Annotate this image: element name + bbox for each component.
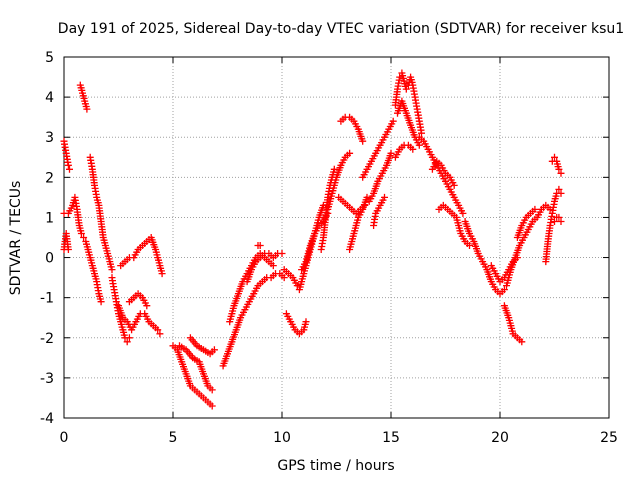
- data-point: [555, 185, 563, 193]
- data-point: [557, 169, 565, 177]
- data-point: [77, 230, 85, 237]
- data-points: [60, 69, 565, 410]
- data-point: [280, 274, 288, 282]
- x-tick-label: 0: [60, 430, 69, 446]
- x-tick-label: 5: [169, 430, 178, 446]
- data-point: [555, 165, 563, 173]
- data-point: [158, 270, 166, 278]
- data-point: [466, 242, 473, 249]
- data-point: [302, 318, 310, 326]
- data-point: [363, 193, 371, 201]
- data-point: [551, 153, 558, 161]
- y-tick-label: 0: [45, 251, 54, 267]
- x-tick-labels: 0 5 10 15 20 25: [60, 430, 618, 446]
- data-point: [346, 149, 354, 157]
- y-tick-label: 3: [45, 130, 54, 146]
- data-point: [278, 250, 286, 257]
- data-point: [256, 242, 264, 249]
- y-tick-label: 4: [45, 90, 54, 106]
- data-point: [387, 149, 395, 157]
- y-tick-label: -3: [40, 371, 54, 387]
- x-axis-label: GPS time / hours: [277, 458, 394, 474]
- data-point: [415, 141, 423, 149]
- y-tick-label: 5: [45, 50, 54, 66]
- data-point: [83, 105, 91, 113]
- y-tick-label: -4: [40, 411, 54, 427]
- plot-frame: [63, 56, 610, 419]
- data-point: [359, 137, 367, 145]
- x-tick-label: 10: [273, 430, 291, 446]
- data-point: [330, 165, 338, 173]
- data-point: [154, 326, 162, 334]
- data-point: [97, 298, 105, 306]
- data-point: [269, 262, 277, 270]
- data-point: [557, 218, 565, 225]
- data-point: [551, 218, 558, 225]
- data-point: [418, 129, 425, 137]
- data-point: [500, 286, 508, 294]
- data-point: [555, 213, 563, 221]
- data-point: [108, 266, 116, 274]
- data-point: [64, 246, 72, 253]
- y-tick-label: 1: [45, 210, 54, 226]
- y-tick-label: -2: [40, 331, 54, 347]
- data-point: [450, 181, 458, 189]
- x-tick-label: 15: [382, 430, 400, 446]
- data-point: [409, 145, 417, 153]
- data-point: [381, 193, 388, 201]
- data-point: [518, 338, 526, 346]
- y-axis-label: SDTVAR / TECUs: [8, 181, 24, 296]
- data-point: [123, 338, 131, 346]
- data-point: [557, 189, 565, 197]
- x-tick-label: 20: [491, 430, 509, 446]
- data-point: [80, 234, 88, 241]
- data-point: [143, 302, 151, 310]
- data-point: [208, 402, 216, 410]
- y-tick-label: 2: [45, 170, 54, 186]
- data-point: [208, 386, 216, 394]
- data-point: [125, 334, 133, 342]
- data-point: [389, 117, 397, 125]
- data-point: [531, 205, 539, 213]
- y-tick-labels: -4 -3 -2 -1 0 1 2 3 4 5: [40, 50, 54, 427]
- data-point: [156, 330, 164, 338]
- chart-title: Day 191 of 2025, Sidereal Day-to-day VTE…: [58, 21, 624, 37]
- data-point: [64, 161, 72, 169]
- data-point: [210, 346, 218, 354]
- grid-lines: [64, 57, 609, 418]
- data-point: [66, 165, 73, 173]
- y-tick-label: -1: [40, 291, 54, 307]
- data-point: [402, 85, 410, 93]
- data-point: [459, 209, 467, 217]
- x-tick-label: 25: [600, 430, 618, 446]
